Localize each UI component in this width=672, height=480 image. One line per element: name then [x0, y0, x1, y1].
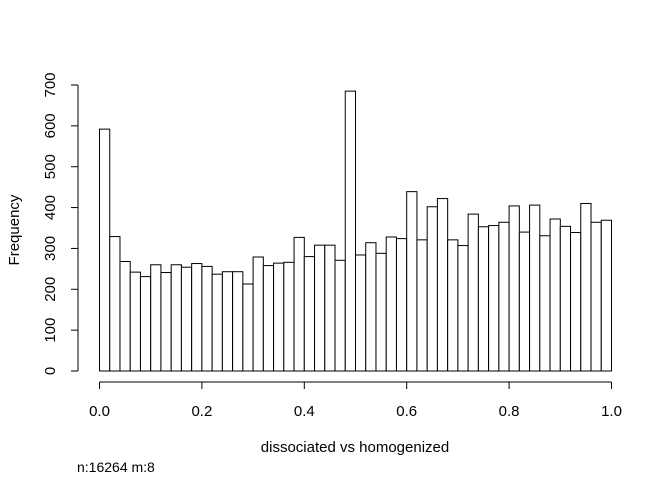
histogram-bar: [395, 238, 408, 372]
x-axis-label: dissociated vs homogenized: [261, 439, 449, 456]
histogram-bar: [344, 90, 357, 372]
x-tick-label: 0.0: [89, 403, 110, 420]
histogram-bar: [457, 245, 469, 372]
histogram-bar: [416, 239, 428, 372]
histogram-bars: [99, 90, 613, 372]
histogram-bar: [477, 226, 490, 372]
histogram-bar: [119, 261, 131, 372]
histogram-bar: [539, 235, 551, 372]
y-tick-label: 0: [42, 367, 59, 375]
histogram-bar: [191, 263, 203, 372]
x-axis: 0.0 0.2 0.4 0.6 0.8 1.0: [89, 381, 622, 420]
histogram-bar: [99, 128, 111, 372]
histogram-bar: [293, 236, 305, 372]
histogram-bar: [303, 256, 316, 372]
x-tick-label: 0.4: [294, 403, 315, 420]
histogram-bar: [129, 271, 141, 372]
histogram-bar: [529, 204, 541, 372]
histogram-bar: [498, 221, 510, 372]
x-tick-label: 0.2: [191, 403, 212, 420]
y-tick-label: 100: [42, 318, 59, 343]
y-tick-label: 300: [42, 236, 59, 261]
histogram-bar: [467, 213, 479, 372]
histogram-bar: [150, 264, 162, 372]
histogram-bar: [180, 266, 193, 372]
histogram-bar: [559, 225, 572, 372]
histogram-bar: [570, 231, 582, 372]
histogram-bar: [385, 236, 397, 372]
histogram-bar: [600, 219, 613, 372]
histogram-bar: [314, 244, 326, 372]
x-tick-label: 1.0: [601, 403, 622, 420]
histogram-bar: [242, 283, 254, 372]
histogram-bar: [375, 252, 387, 372]
histogram-bar: [447, 239, 459, 372]
histogram-bar: [426, 206, 438, 372]
histogram-bar: [324, 244, 336, 372]
histogram-bar: [109, 236, 121, 372]
y-tick-label: 500: [42, 154, 59, 179]
histogram-bar: [590, 221, 602, 372]
histogram-bar: [283, 261, 295, 372]
histogram-bar: [273, 262, 285, 372]
histogram-bar: [508, 205, 520, 372]
y-tick-label: 200: [42, 277, 59, 302]
histogram-bar: [262, 265, 275, 372]
histogram-bar: [170, 264, 182, 372]
histogram-bar: [252, 256, 264, 372]
footnote: n:16264 m:8: [77, 459, 155, 475]
histogram-bar: [436, 198, 449, 372]
histogram-bar: [334, 259, 346, 372]
histogram-bar: [406, 191, 418, 372]
histogram-bar: [201, 265, 213, 372]
y-tick-label: 600: [42, 113, 59, 138]
histogram-bar: [211, 273, 223, 372]
histogram-bar: [221, 271, 234, 372]
y-axis-label: Frequency: [6, 194, 23, 265]
histogram-bar: [355, 254, 367, 372]
histogram-bar: [580, 202, 592, 372]
histogram-bar: [365, 242, 377, 372]
y-axis: 0 100 200 300 400 500 600 700: [42, 72, 79, 375]
y-tick-label: 400: [42, 195, 59, 220]
histogram-bar: [488, 225, 500, 372]
x-tick-label: 0.6: [396, 403, 417, 420]
histogram-bar: [139, 276, 152, 372]
histogram-bar: [160, 272, 172, 372]
histogram-bar: [518, 231, 531, 372]
y-tick-label: 700: [42, 72, 59, 97]
x-tick-label: 0.8: [499, 403, 520, 420]
histogram-bar: [232, 271, 244, 372]
histogram-bar: [549, 218, 561, 372]
